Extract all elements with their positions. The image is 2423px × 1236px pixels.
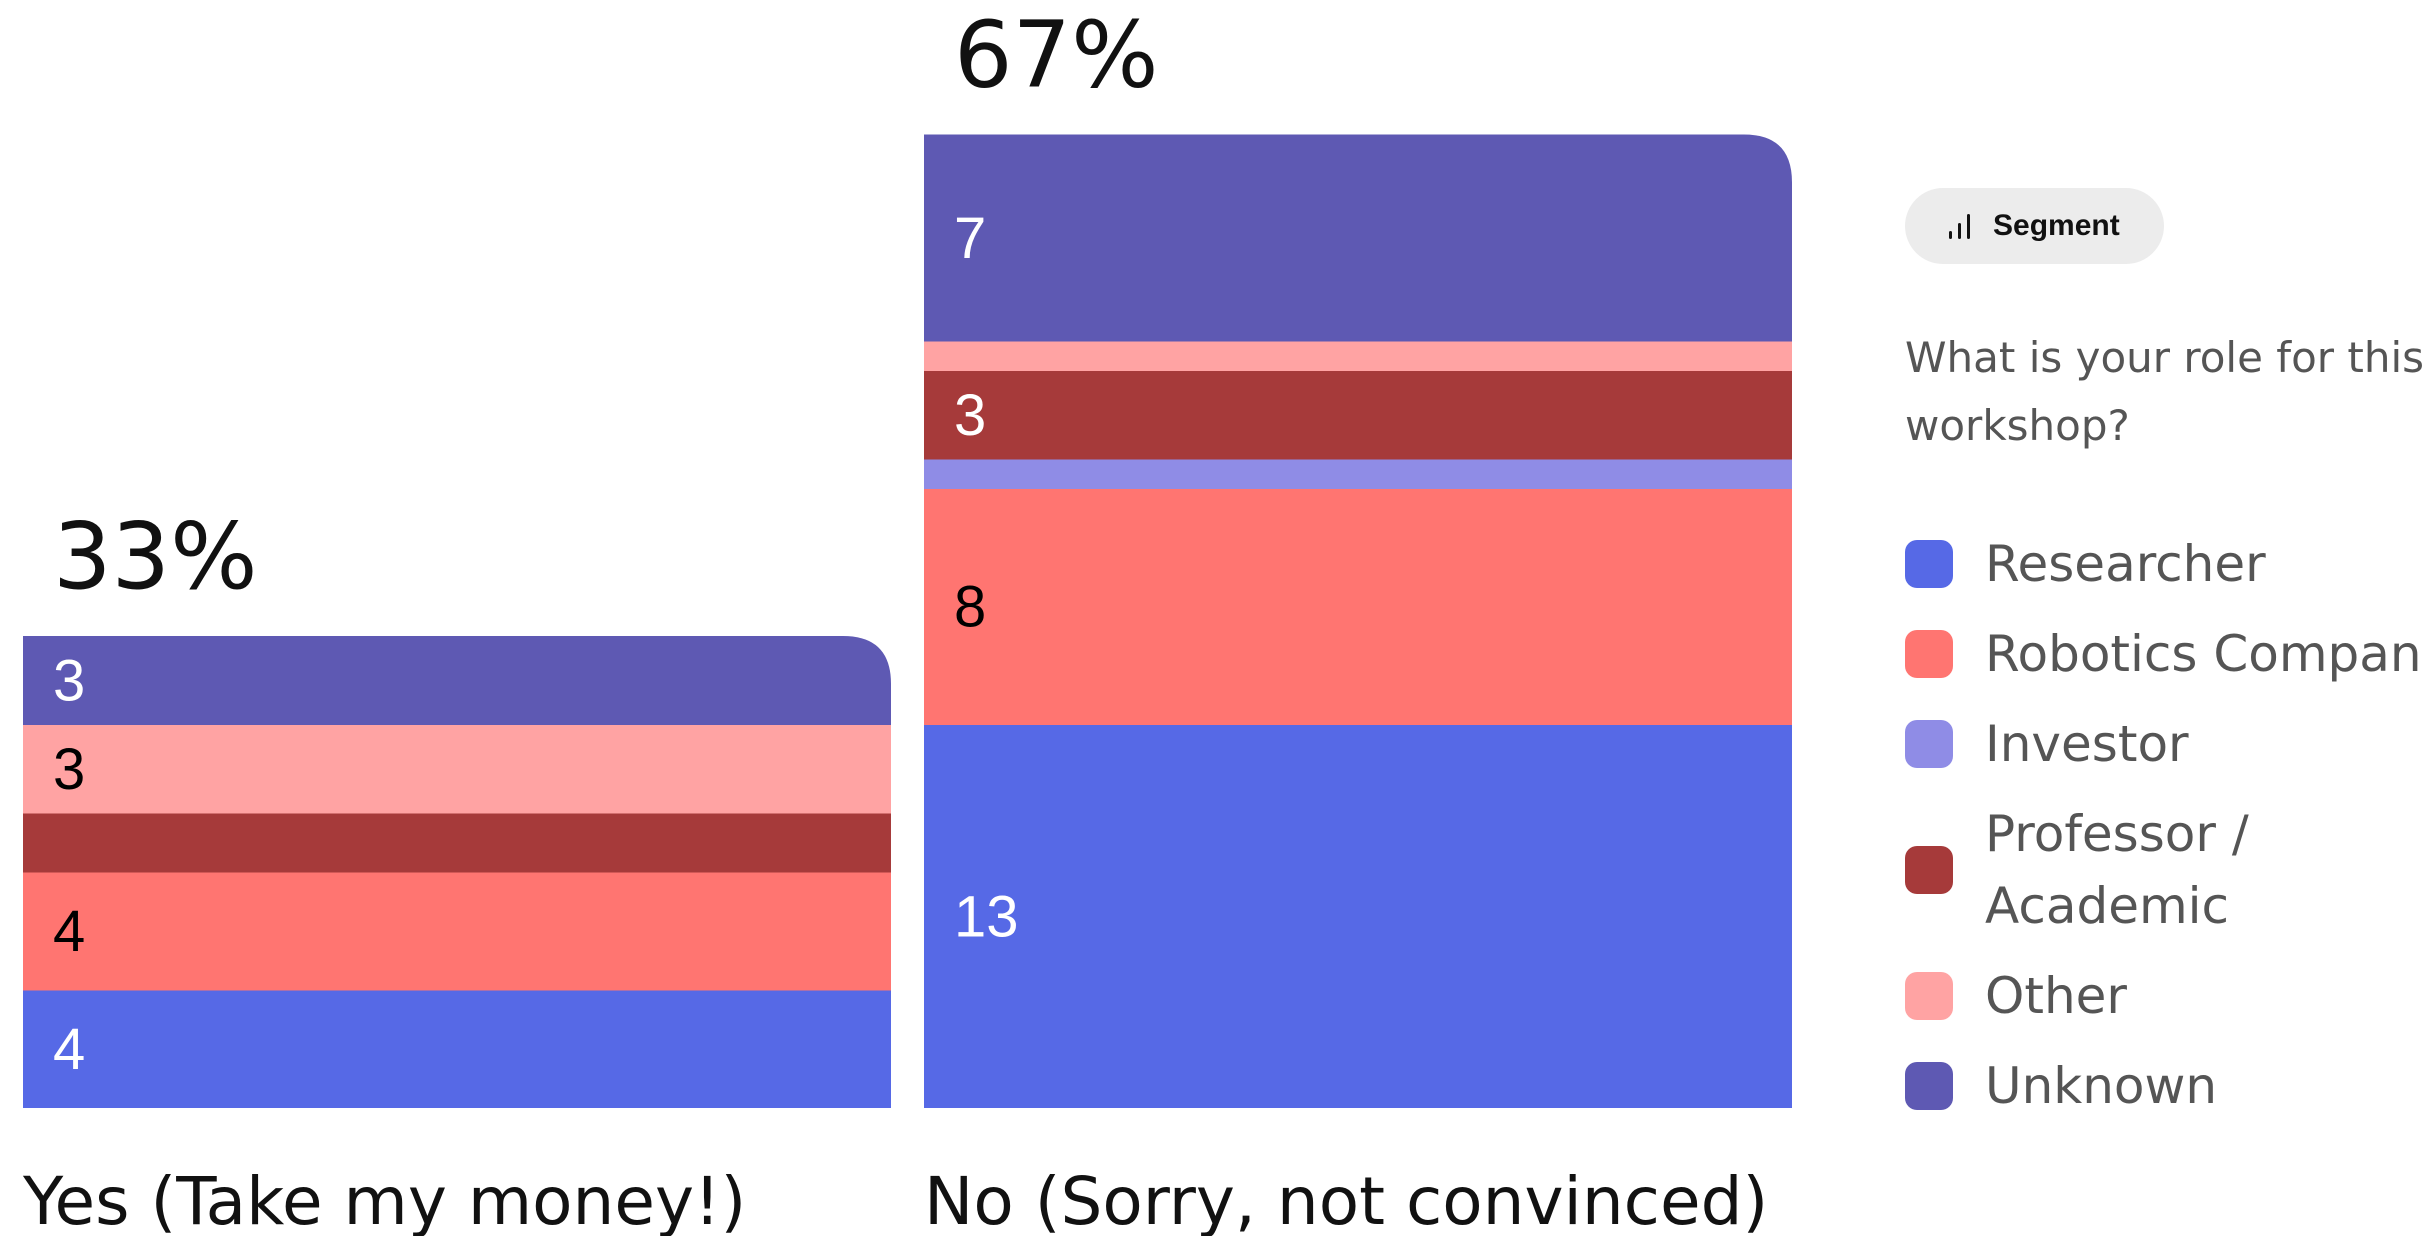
legend-label: Robotics Company: [1985, 625, 2423, 683]
bar-yes-take-my-money: 4 4 3 3: [23, 636, 891, 1109]
segment-unknown-no-sorry-not-convinced[interactable]: [924, 134, 1792, 342]
legend-label: Researcher: [1985, 535, 2266, 593]
segment-robotics-company-yes-take-my-money[interactable]: [23, 872, 891, 991]
legend-label: Other: [1985, 967, 2127, 1025]
segment-button[interactable]: Segment: [1905, 188, 2164, 264]
legend-item-robotics-company[interactable]: Robotics Company: [1905, 618, 2423, 690]
segment-researcher-no-sorry-not-convinced[interactable]: [924, 724, 1792, 1109]
legend-swatch: [1905, 972, 1953, 1020]
segment-other-yes-take-my-money[interactable]: [23, 724, 891, 814]
segment-label-unknown-yes-take-my-money: 3: [53, 648, 85, 713]
segment-professor-academic-no-sorry-not-convinced[interactable]: [924, 370, 1792, 460]
legend-item-professor-academic[interactable]: Professor / Academic: [1905, 798, 2423, 942]
legend-label: Unknown: [1985, 1057, 2218, 1115]
segment-investor-no-sorry-not-convinced[interactable]: [924, 459, 1792, 489]
legend-label: Investor: [1985, 715, 2189, 773]
legend-swatch: [1905, 540, 1953, 588]
segment-other-no-sorry-not-convinced[interactable]: [924, 341, 1792, 371]
segment-researcher-yes-take-my-money[interactable]: [23, 990, 891, 1109]
legend-swatch: [1905, 720, 1953, 768]
segment-button-label: Segment: [1993, 209, 2120, 242]
legend-swatch: [1905, 846, 1953, 894]
category-label-no-sorry-not-convinced: No (Sorry, not convinced): [924, 1163, 1768, 1236]
segment-label-unknown-no-sorry-not-convinced: 7: [954, 206, 986, 271]
category-label-yes-take-my-money: Yes (Take my money!): [22, 1163, 746, 1236]
legend-question: What is your role for this workshop?: [1905, 333, 2423, 450]
legend-swatch: [1905, 630, 1953, 678]
segment-label-other-yes-take-my-money: 3: [53, 737, 85, 802]
segment-label-robotics-company-no-sorry-not-convinced: 8: [954, 575, 986, 640]
legend-swatch: [1905, 1062, 1953, 1110]
segment-unknown-yes-take-my-money[interactable]: [23, 636, 891, 725]
legend-label: Professor / Academic: [1985, 805, 2249, 935]
segment-robotics-company-no-sorry-not-convinced[interactable]: [924, 488, 1792, 726]
segment-label-robotics-company-yes-take-my-money: 4: [53, 899, 85, 964]
segment-label-professor-academic-no-sorry-not-convinced: 3: [954, 383, 986, 448]
percent-label-no-sorry-not-convinced: 67%: [954, 2, 1158, 109]
legend-panel: Segment What is your role for this works…: [1905, 188, 2423, 1122]
segment-label-researcher-yes-take-my-money: 4: [53, 1017, 85, 1082]
legend-item-other[interactable]: Other: [1905, 960, 2423, 1032]
percent-label-yes-take-my-money: 33%: [53, 503, 257, 610]
bar-chart-icon: [1949, 214, 1970, 239]
bar-no-sorry-not-convinced: 13 8 3 7: [924, 134, 1792, 1109]
legend-item-investor[interactable]: Investor: [1905, 708, 2423, 780]
stacked-bar-chart: 4 4 3 3 33% Yes (Take my money!) 13 8 3 7 67% No (S…: [22, 2, 1792, 1236]
legend-item-researcher[interactable]: Researcher: [1905, 528, 2423, 600]
segment-professor-academic-yes-take-my-money[interactable]: [23, 813, 891, 873]
legend-list: Researcher Robotics Company Investor Profes…: [1905, 528, 2423, 1122]
legend-item-unknown[interactable]: Unknown: [1905, 1050, 2423, 1122]
segment-label-researcher-no-sorry-not-convinced: 13: [954, 884, 1019, 949]
